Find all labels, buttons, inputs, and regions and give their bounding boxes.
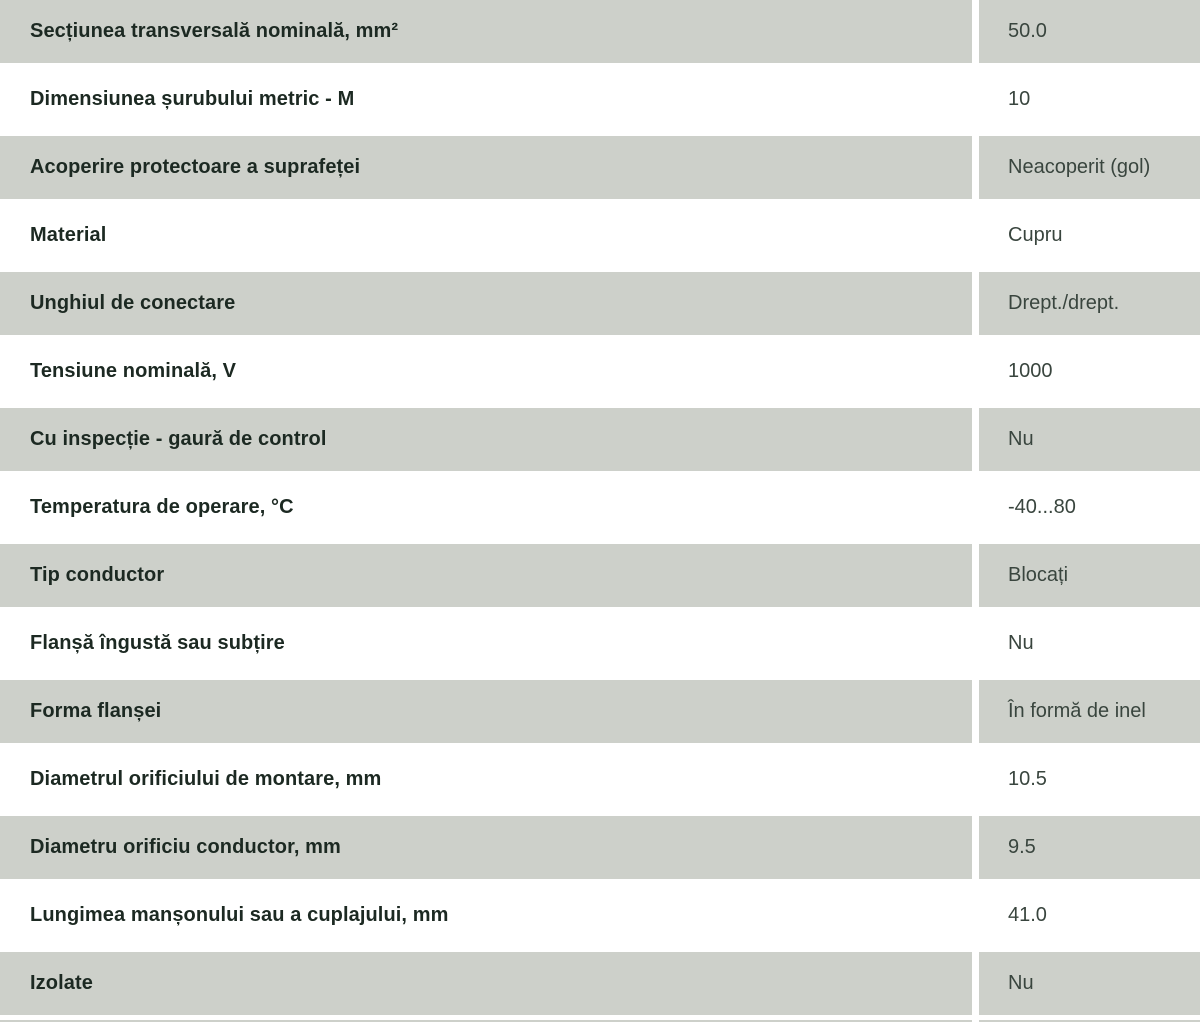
spec-label: Diametru orificiu conductor, mm: [0, 816, 972, 879]
spec-label: Tensiune nominală, V: [0, 340, 972, 403]
table-row: Tip conductor Blocați: [0, 544, 1200, 612]
spec-value: 1000: [979, 340, 1200, 403]
table-row: Diametrul orificiului de montare, mm 10.…: [0, 748, 1200, 816]
table-row: Diametru orificiu conductor, mm 9.5: [0, 816, 1200, 884]
spec-value: -40...80: [979, 476, 1200, 539]
spec-label: [0, 1020, 972, 1022]
table-row: Dimensiunea șurubului metric - M 10: [0, 68, 1200, 136]
spec-value: 10.5: [979, 748, 1200, 811]
spec-label: Forma flanșei: [0, 680, 972, 743]
spec-value: 9.5: [979, 816, 1200, 879]
spec-label: Temperatura de operare, °C: [0, 476, 972, 539]
spec-label: Diametrul orificiului de montare, mm: [0, 748, 972, 811]
spec-value: Nu: [979, 612, 1200, 675]
spec-label: Lungimea manșonului sau a cuplajului, mm: [0, 884, 972, 947]
spec-value: Neacoperit (gol): [979, 136, 1200, 199]
spec-value: 10: [979, 68, 1200, 131]
spec-label: Unghiul de conectare: [0, 272, 972, 335]
table-row: Material Cupru: [0, 204, 1200, 272]
spec-label: Material: [0, 204, 972, 267]
spec-value: [979, 1020, 1200, 1022]
spec-value: Nu: [979, 952, 1200, 1015]
table-row: Flanșă îngustă sau subțire Nu: [0, 612, 1200, 680]
spec-value: Cupru: [979, 204, 1200, 267]
spec-value: Nu: [979, 408, 1200, 471]
spec-label: Flanșă îngustă sau subțire: [0, 612, 972, 675]
spec-label: Secțiunea transversală nominală, mm²: [0, 0, 972, 63]
spec-value: 50.0: [979, 0, 1200, 63]
table-row: Lungimea manșonului sau a cuplajului, mm…: [0, 884, 1200, 952]
spec-value: Blocați: [979, 544, 1200, 607]
spec-value: În formă de inel: [979, 680, 1200, 743]
spec-label: Izolate: [0, 952, 972, 1015]
spec-value: Drept./drept.: [979, 272, 1200, 335]
spec-label: Tip conductor: [0, 544, 972, 607]
spec-label: Dimensiunea șurubului metric - M: [0, 68, 972, 131]
spec-label: Cu inspecție - gaură de control: [0, 408, 972, 471]
spec-value: 41.0: [979, 884, 1200, 947]
table-row: Cu inspecție - gaură de control Nu: [0, 408, 1200, 476]
table-row-cutoff: [0, 1020, 1200, 1022]
table-row: Izolate Nu: [0, 952, 1200, 1020]
table-row: Tensiune nominală, V 1000: [0, 340, 1200, 408]
table-row: Unghiul de conectare Drept./drept.: [0, 272, 1200, 340]
table-row: Acoperire protectoare a suprafeței Neaco…: [0, 136, 1200, 204]
table-row: Secțiunea transversală nominală, mm² 50.…: [0, 0, 1200, 68]
table-row: Temperatura de operare, °C -40...80: [0, 476, 1200, 544]
table-row: Forma flanșei În formă de inel: [0, 680, 1200, 748]
spec-label: Acoperire protectoare a suprafeței: [0, 136, 972, 199]
